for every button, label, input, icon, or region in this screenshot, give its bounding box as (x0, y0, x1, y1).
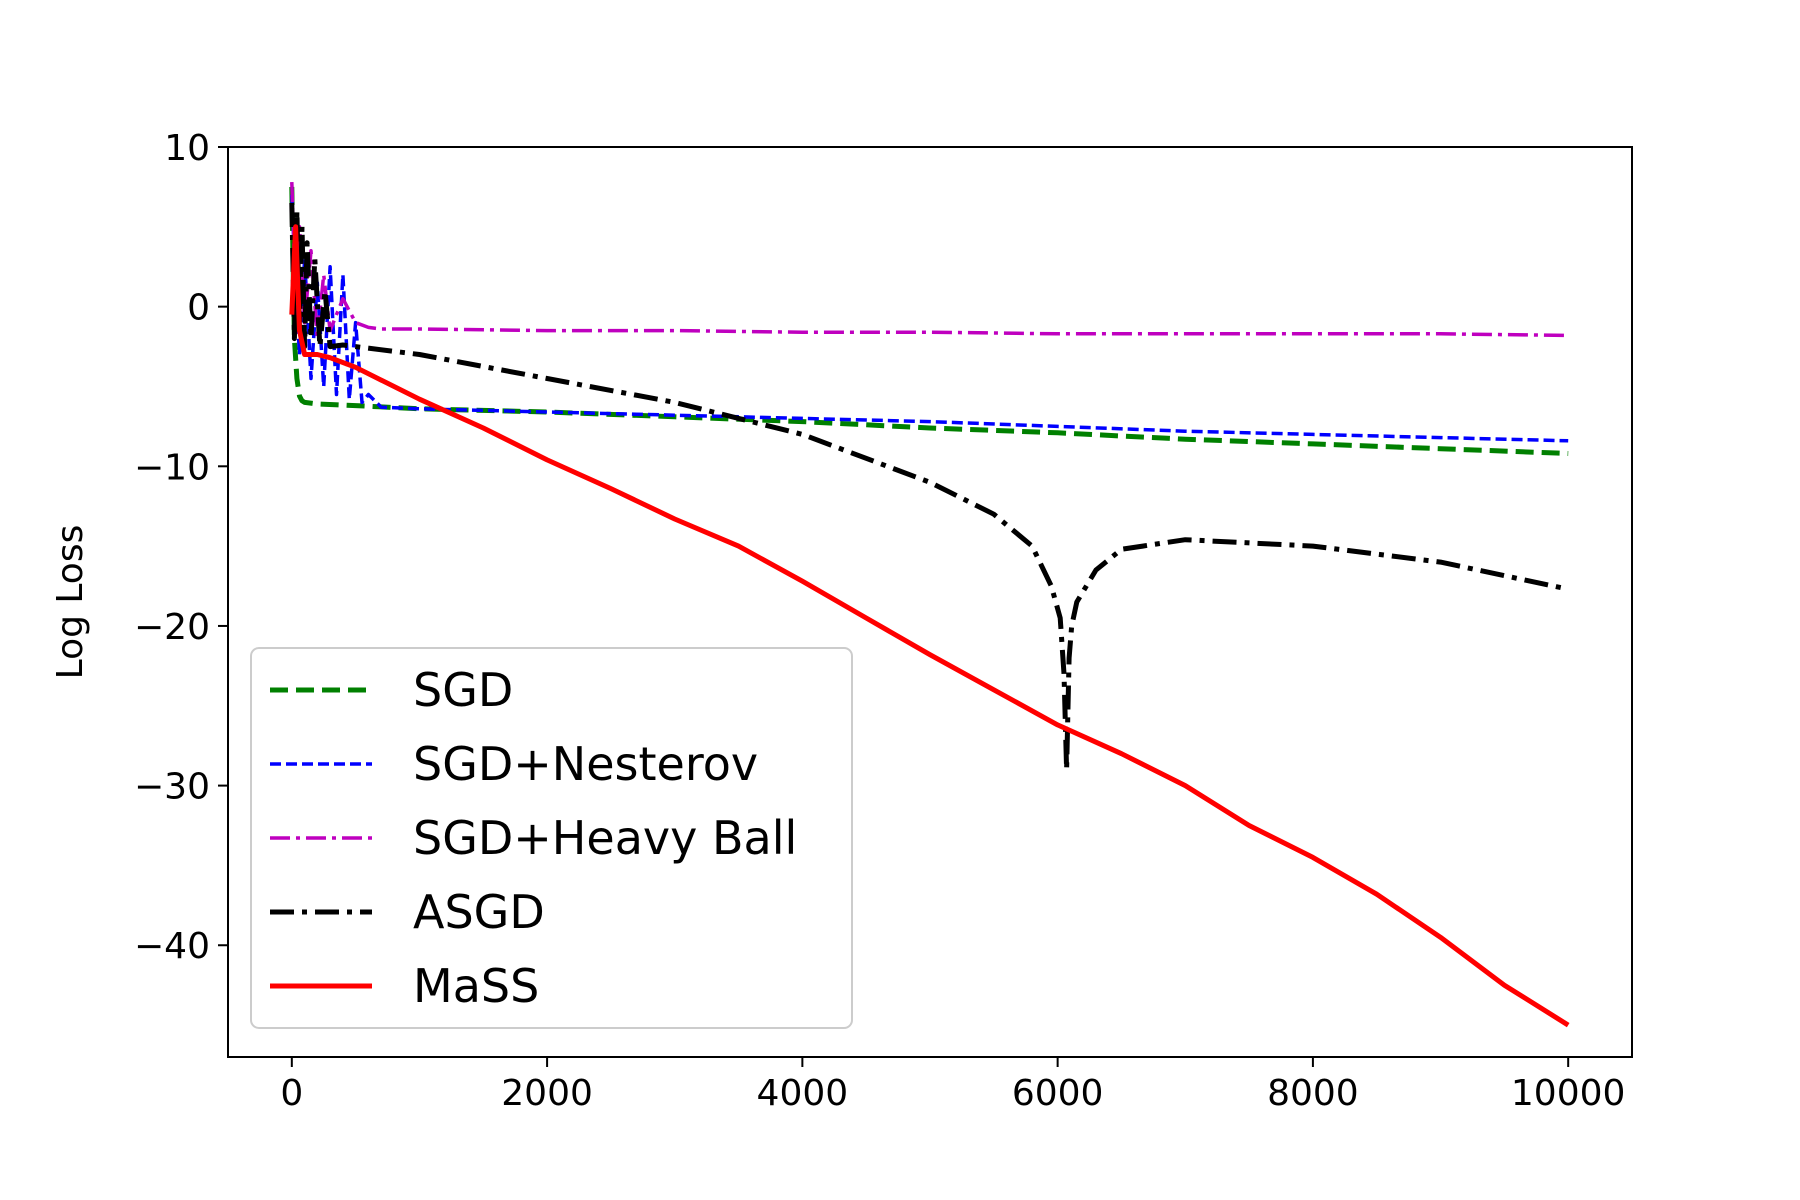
legend-label-mass: MaSS (413, 959, 539, 1013)
x-tick-label: 10000 (1511, 1073, 1626, 1114)
x-axis-ticks: 0 2000 4000 6000 8000 10000 (280, 1057, 1625, 1114)
y-axis-label: Log Loss (50, 525, 91, 680)
y-tick-label: −40 (134, 926, 210, 967)
legend-box (250, 647, 853, 1029)
legend-label-sgd-heavy-ball: SGD+Heavy Ball (413, 811, 797, 865)
x-tick-label: 2000 (501, 1073, 593, 1114)
legend: SGD SGD+Nesterov SGD+Heavy Ball ASGD MaSS (250, 647, 853, 1029)
series-layer (289, 182, 1570, 1028)
series-line-sgd (289, 186, 1569, 456)
y-tick-label: −20 (134, 607, 210, 648)
x-tick-label: 6000 (1012, 1073, 1104, 1114)
legend-label-sgd: SGD (413, 663, 513, 717)
x-tick-label: 8000 (1267, 1073, 1359, 1114)
x-tick-label: 4000 (757, 1073, 849, 1114)
legend-label-sgd-nesterov: SGD+Nesterov (413, 737, 758, 791)
y-axis-ticks: 10 0 −10 −20 −30 −40 (134, 128, 228, 967)
y-tick-label: −10 (134, 447, 210, 488)
plot-frame (227, 146, 1633, 1058)
series-line-asgd (289, 202, 1569, 773)
legend-label-asgd: ASGD (413, 885, 545, 939)
x-tick-label: 0 (280, 1073, 303, 1114)
y-tick-label: 0 (187, 288, 210, 329)
y-tick-label: 10 (164, 128, 210, 169)
series-line-sgd-nesterov (290, 194, 1569, 443)
series-line-mass (289, 224, 1570, 1028)
y-tick-label: −30 (134, 767, 210, 808)
